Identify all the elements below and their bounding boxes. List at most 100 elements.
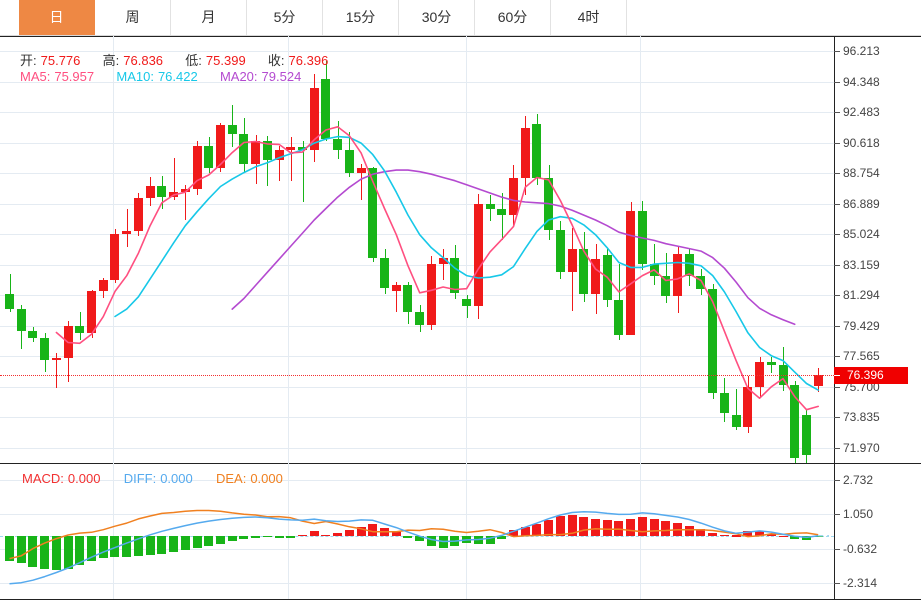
macd-histogram-bar <box>720 534 729 537</box>
macd-histogram-bar <box>814 535 823 538</box>
macd-histogram-bar <box>333 533 342 536</box>
tab-label: 60分 <box>497 9 528 25</box>
tab-2[interactable]: 月 <box>171 0 247 35</box>
macd-histogram-bar <box>298 534 307 537</box>
tab-4[interactable]: 15分 <box>323 0 399 35</box>
price-axis-tick <box>834 234 840 235</box>
tab-label: 30分 <box>421 9 452 25</box>
macd-axis-label: -0.632 <box>843 541 878 556</box>
candle-body <box>474 204 483 306</box>
macd-histogram-bar <box>380 528 389 536</box>
candle-body <box>532 124 541 179</box>
candle-body <box>403 285 412 313</box>
macd-histogram-bar <box>439 535 448 548</box>
price-gridline <box>0 204 834 205</box>
price-axis-tick <box>834 326 840 327</box>
ma5-value: 75.957 <box>54 69 95 84</box>
price-gridline <box>0 173 834 174</box>
macd-histogram-bar <box>392 531 401 536</box>
ma-legend: MA5: 75.957 MA10: 76.422 MA20: 79.524 <box>20 69 305 84</box>
ma10-label: MA10: <box>116 69 154 84</box>
macd-histogram-bar <box>216 535 225 544</box>
macd-histogram-bar <box>368 524 377 536</box>
candle-body <box>5 293 14 310</box>
macd-histogram-bar <box>157 535 166 554</box>
macd-gridline <box>0 514 834 515</box>
candle-body <box>415 312 424 326</box>
macd-histogram-bar <box>403 535 412 538</box>
candle-body <box>333 139 342 150</box>
price-axis-label: 83.159 <box>843 257 880 272</box>
price-gridline <box>0 234 834 235</box>
price-axis-label: 96.213 <box>843 44 880 59</box>
macd-histogram-bar <box>321 534 330 537</box>
candle-body <box>661 276 670 296</box>
tab-6[interactable]: 60分 <box>475 0 551 35</box>
candle-body <box>169 192 178 198</box>
price-axis-label: 73.835 <box>843 410 880 425</box>
tab-0[interactable]: 日 <box>19 0 95 35</box>
macd-histogram-bar <box>521 527 530 536</box>
candle-body <box>708 289 717 393</box>
price-axis-tick <box>834 143 840 144</box>
candle-body <box>814 375 823 386</box>
price-vgridline <box>288 36 289 463</box>
macd-histogram-bar <box>509 530 518 536</box>
macd-histogram-bar <box>310 531 319 536</box>
candle-body <box>52 358 61 360</box>
tab-5[interactable]: 30分 <box>399 0 475 35</box>
candle-body <box>216 125 225 169</box>
macd-histogram-bar <box>75 535 84 566</box>
macd-histogram-bar <box>40 535 49 570</box>
macd-histogram-bar <box>28 535 37 568</box>
price-axis-label: 94.348 <box>843 74 880 89</box>
candle-body <box>28 331 37 338</box>
macd-axis-tick <box>834 583 840 584</box>
candle-body <box>544 178 553 230</box>
candle-body <box>380 258 389 288</box>
macd-value: 0.000 <box>67 471 101 486</box>
macd-histogram-bar <box>146 535 155 555</box>
candle-body <box>99 279 108 292</box>
macd-gridline <box>0 480 834 481</box>
high-value: 76.836 <box>123 53 164 68</box>
macd-axis-tick <box>834 480 840 481</box>
candle-body <box>239 134 248 164</box>
price-gridline <box>0 448 834 449</box>
candle-body <box>614 300 623 336</box>
candle-body <box>275 149 284 161</box>
candle-body <box>263 140 272 161</box>
ma5-line <box>55 126 819 411</box>
candle-body <box>790 385 799 458</box>
tab-7[interactable]: 4时 <box>551 0 627 35</box>
candle-body <box>286 147 295 150</box>
macd-histogram-bar <box>169 535 178 552</box>
candle-body <box>720 392 729 413</box>
macd-histogram-bar <box>263 535 272 538</box>
candle-body <box>509 178 518 216</box>
tab-label: 5分 <box>273 9 296 25</box>
macd-histogram-bar <box>568 514 577 536</box>
timeframe-tabbar: 日 周 月 5分 15分 30分 60分 4时 <box>0 0 921 36</box>
macd-histogram-bar <box>732 535 741 537</box>
macd-histogram-bar <box>52 535 61 570</box>
tab-1[interactable]: 周 <box>95 0 171 35</box>
price-gridline <box>0 143 834 144</box>
candle-wick <box>771 356 772 373</box>
candle-body <box>568 249 577 273</box>
macd-axis-rule <box>834 463 835 600</box>
macd-histogram-bar <box>427 535 436 547</box>
macd-histogram-bar <box>556 516 565 536</box>
macd-histogram-bar <box>64 535 73 569</box>
macd-histogram-bar <box>638 517 647 536</box>
tab-label: 月 <box>201 9 216 25</box>
macd-histogram-bar <box>743 531 752 536</box>
tab-3[interactable]: 5分 <box>247 0 323 35</box>
price-plot-area[interactable] <box>0 36 834 463</box>
macd-axis-tick <box>834 549 840 550</box>
dea-value: 0.000 <box>250 471 283 486</box>
macd-axis-label: 2.732 <box>843 473 874 488</box>
current-price-line <box>0 375 834 376</box>
diff-value: 0.000 <box>160 471 193 486</box>
tab-label: 15分 <box>345 9 376 25</box>
